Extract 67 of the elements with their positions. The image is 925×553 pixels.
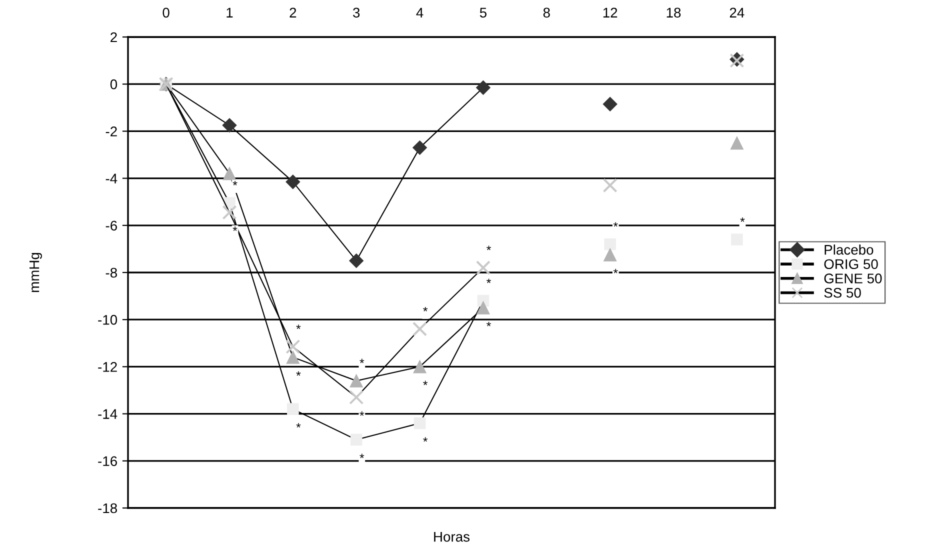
x-axis-title: Horas bbox=[434, 532, 470, 542]
y-tick-label: 0 bbox=[110, 79, 118, 90]
point bbox=[350, 374, 363, 388]
point bbox=[476, 260, 491, 276]
x-tick-label: 24 bbox=[730, 8, 744, 18]
point bbox=[349, 254, 364, 268]
annotation: * bbox=[423, 437, 428, 442]
point bbox=[222, 166, 236, 180]
point bbox=[286, 339, 300, 354]
annotation: * bbox=[232, 180, 238, 186]
annotation: * bbox=[296, 371, 301, 376]
y-tick-label: -18 bbox=[98, 503, 117, 514]
annotation: * bbox=[360, 358, 364, 364]
y-tick-label: -14 bbox=[98, 409, 118, 419]
point bbox=[414, 417, 426, 430]
annotation: * bbox=[232, 226, 238, 231]
point bbox=[286, 350, 300, 364]
y-tick-label: -8 bbox=[106, 268, 117, 278]
point bbox=[222, 118, 237, 133]
annotation: * bbox=[423, 306, 428, 312]
legend-label: GENE 50 bbox=[824, 274, 882, 284]
point bbox=[286, 174, 300, 190]
annotation: * bbox=[360, 454, 364, 458]
point bbox=[349, 390, 364, 405]
y-tick-label: -2 bbox=[106, 126, 117, 136]
x-tick-label: 5 bbox=[480, 8, 486, 18]
annotation: * bbox=[613, 268, 618, 274]
annotation: * bbox=[360, 411, 364, 416]
annotation: * bbox=[423, 380, 428, 386]
x-tick-label: 12 bbox=[603, 8, 618, 18]
y-axis-title: mmHg bbox=[30, 252, 42, 292]
legend-label: ORIG 50 bbox=[824, 259, 878, 270]
annotation: * bbox=[613, 222, 618, 227]
point bbox=[603, 248, 617, 262]
annotation: * bbox=[740, 217, 745, 222]
point bbox=[602, 96, 618, 112]
point bbox=[222, 205, 237, 220]
y-tick-label: -6 bbox=[106, 220, 117, 231]
y-tick-label: -12 bbox=[98, 362, 117, 372]
y-tick-label: -10 bbox=[98, 314, 118, 325]
x-tick-label: 4 bbox=[416, 8, 424, 18]
annotation: * bbox=[296, 423, 301, 428]
point bbox=[604, 238, 616, 250]
x-tick-label: 1 bbox=[226, 8, 233, 18]
point bbox=[412, 322, 428, 336]
point bbox=[350, 434, 362, 446]
x-tick-label: 18 bbox=[666, 8, 681, 18]
annotation: * bbox=[296, 324, 301, 330]
point bbox=[730, 136, 744, 150]
legend-label: SS 50 bbox=[824, 288, 861, 298]
y-tick-label: -4 bbox=[106, 174, 118, 184]
annotation: * bbox=[486, 278, 492, 284]
point bbox=[476, 301, 490, 314]
x-tick-label: 8 bbox=[543, 8, 550, 18]
point bbox=[602, 178, 618, 193]
annotation: * bbox=[486, 246, 492, 250]
annotation: * bbox=[486, 322, 492, 326]
x-tick-label: 0 bbox=[162, 8, 170, 18]
point bbox=[287, 403, 299, 415]
legend-label: Placebo bbox=[824, 244, 874, 255]
point bbox=[413, 360, 426, 374]
y-tick-label: 2 bbox=[110, 32, 117, 42]
y-tick-label: -16 bbox=[98, 456, 117, 466]
x-tick-label: 3 bbox=[353, 8, 360, 18]
point bbox=[476, 80, 490, 95]
x-tick-label: 2 bbox=[290, 8, 296, 18]
point bbox=[412, 140, 428, 155]
